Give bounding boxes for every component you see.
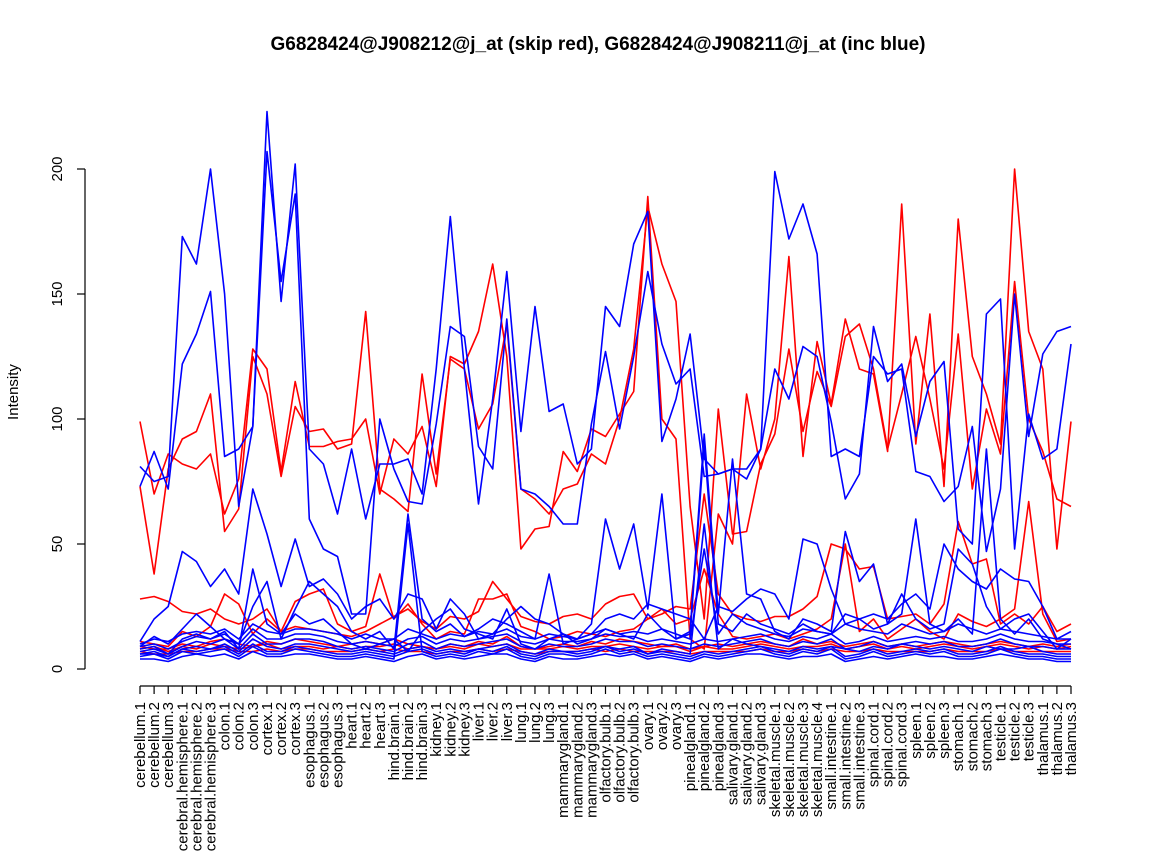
x-tick-label: cerebellum.1 [132, 702, 149, 788]
x-tick-label: ovary.1 [640, 702, 657, 750]
series-group [139, 110, 1072, 663]
y-axis-label: Intensity [5, 364, 22, 420]
series-line-blue-11 [139, 628, 1071, 650]
series-line-blue-10 [139, 633, 1071, 655]
x-tick-label: heart.1 [344, 702, 361, 749]
x-tick-label: mammarygland.3 [583, 702, 600, 818]
x-tick-label: thalamus.3 [1063, 702, 1080, 775]
y-axis: 0 50 100 150 200 [49, 156, 86, 673]
x-tick-label: kidney.3 [456, 702, 473, 757]
x-tick-label: pinealgland.2 [696, 702, 713, 791]
x-tick-label: stomach.3 [978, 702, 995, 771]
x-tick-label: kidney.1 [428, 702, 445, 757]
x-tick-label: skeletal.muscle.4 [809, 702, 826, 817]
x-tick-label: ovary.3 [668, 702, 685, 750]
x-tick-label: small.intestine.2 [837, 702, 854, 810]
y-tick-label: 0 [49, 665, 66, 673]
x-tick-label: hind.brain.3 [414, 702, 431, 780]
x-tick-label: spinal.cord.1 [866, 702, 883, 787]
series-line-blue-1 [139, 110, 1072, 553]
x-tick-label: esophagus.3 [329, 702, 346, 788]
x-tick-label: skeletal.muscle.1 [767, 702, 784, 817]
series-line-red-3 [139, 493, 1072, 638]
x-tick-label: stomach.1 [950, 702, 967, 771]
y-tick-label: 150 [49, 281, 66, 306]
series-line-blue-9 [139, 523, 1071, 660]
x-tick-label: esophagus.2 [315, 702, 332, 788]
x-tick-label: cortex.2 [273, 702, 290, 755]
x-tick-label: colon.3 [245, 702, 262, 750]
x-tick-label: cortex.1 [259, 702, 276, 755]
x-tick-label: testicle.3 [1021, 702, 1038, 761]
x-tick-label: small.intestine.1 [823, 702, 840, 810]
x-tick-label: olfactory.bulb.1 [598, 702, 615, 803]
series-line-blue-8 [140, 650, 1071, 663]
x-tick-label: cerebellum.2 [146, 702, 163, 788]
x-tick-label: salivary.gland.3 [753, 702, 770, 805]
x-tick-label: skeletal.muscle.3 [795, 702, 812, 817]
x-tick-label: testicle.1 [992, 702, 1009, 761]
x-tick-label: cerebellum.3 [160, 702, 177, 788]
x-tick-label: liver.2 [485, 702, 502, 741]
x-tick-label: olfactory.bulb.2 [612, 702, 629, 803]
x-tick-label: heart.3 [372, 702, 389, 749]
x-tick-label: mammarygland.2 [569, 702, 586, 818]
x-tick-label: esophagus.1 [301, 702, 318, 788]
x-tick-label: thalamus.2 [1049, 702, 1066, 775]
x-tick-label: ovary.2 [654, 702, 671, 750]
x-tick-label: spinal.cord.3 [894, 702, 911, 787]
x-tick-label: small.intestine.3 [851, 702, 868, 810]
x-tick-label: heart.2 [358, 702, 375, 749]
x-tick-label: lung.1 [513, 702, 530, 743]
y-tick-label: 200 [49, 156, 66, 181]
series-line-red-7 [139, 643, 1072, 653]
series-line-blue-6 [139, 548, 1071, 645]
x-tick-label: colon.1 [217, 702, 234, 750]
x-tick-label: spinal.cord.2 [880, 702, 897, 787]
x-tick-label: liver.1 [471, 702, 488, 741]
x-tick-label: olfactory.bulb.3 [626, 702, 643, 803]
x-axis: cerebellum.1cerebellum.2cerebellum.3cere… [132, 685, 1080, 851]
series-line-blue-3 [139, 488, 1072, 642]
y-tick-label: 100 [49, 406, 66, 431]
x-tick-label: salivary.gland.2 [739, 702, 756, 805]
x-tick-label: kidney.2 [442, 702, 459, 757]
x-tick-label: thalamus.1 [1035, 702, 1052, 775]
x-tick-label: lung.2 [527, 702, 544, 743]
x-tick-label: cerebral.hemisphere.1 [174, 702, 191, 851]
x-tick-label: hind.brain.2 [400, 702, 417, 780]
x-tick-label: skeletal.muscle.2 [781, 702, 798, 817]
series-line-blue-2 [139, 150, 1072, 615]
x-tick-label: liver.3 [499, 702, 516, 741]
x-tick-label: pinealgland.3 [710, 702, 727, 791]
x-tick-label: lung.3 [541, 702, 558, 743]
x-tick-label: stomach.2 [964, 702, 981, 771]
x-tick-label: pinealgland.1 [682, 702, 699, 791]
x-tick-label: spleen.1 [908, 702, 925, 759]
x-tick-label: hind.brain.1 [386, 702, 403, 780]
x-tick-label: cerebral.hemisphere.3 [203, 702, 220, 851]
chart-title: G6828424@J908212@j_at (skip red), G68284… [270, 34, 925, 55]
series-line-red-1 [139, 168, 1072, 650]
x-tick-label: salivary.gland.1 [724, 702, 741, 805]
series-line-blue-12 [140, 643, 1071, 658]
x-tick-label: testicle.2 [1007, 702, 1024, 761]
x-tick-label: colon.2 [231, 702, 248, 750]
x-tick-label: cortex.3 [287, 702, 304, 755]
y-tick-label: 50 [49, 536, 66, 553]
x-tick-label: cerebral.hemisphere.2 [188, 702, 205, 851]
series-line-blue-4 [139, 433, 1072, 650]
x-tick-label: spleen.3 [936, 702, 953, 759]
x-tick-label: mammarygland.1 [555, 702, 572, 818]
series-line-red-2 [139, 205, 1072, 620]
x-tick-label: spleen.2 [922, 702, 939, 759]
